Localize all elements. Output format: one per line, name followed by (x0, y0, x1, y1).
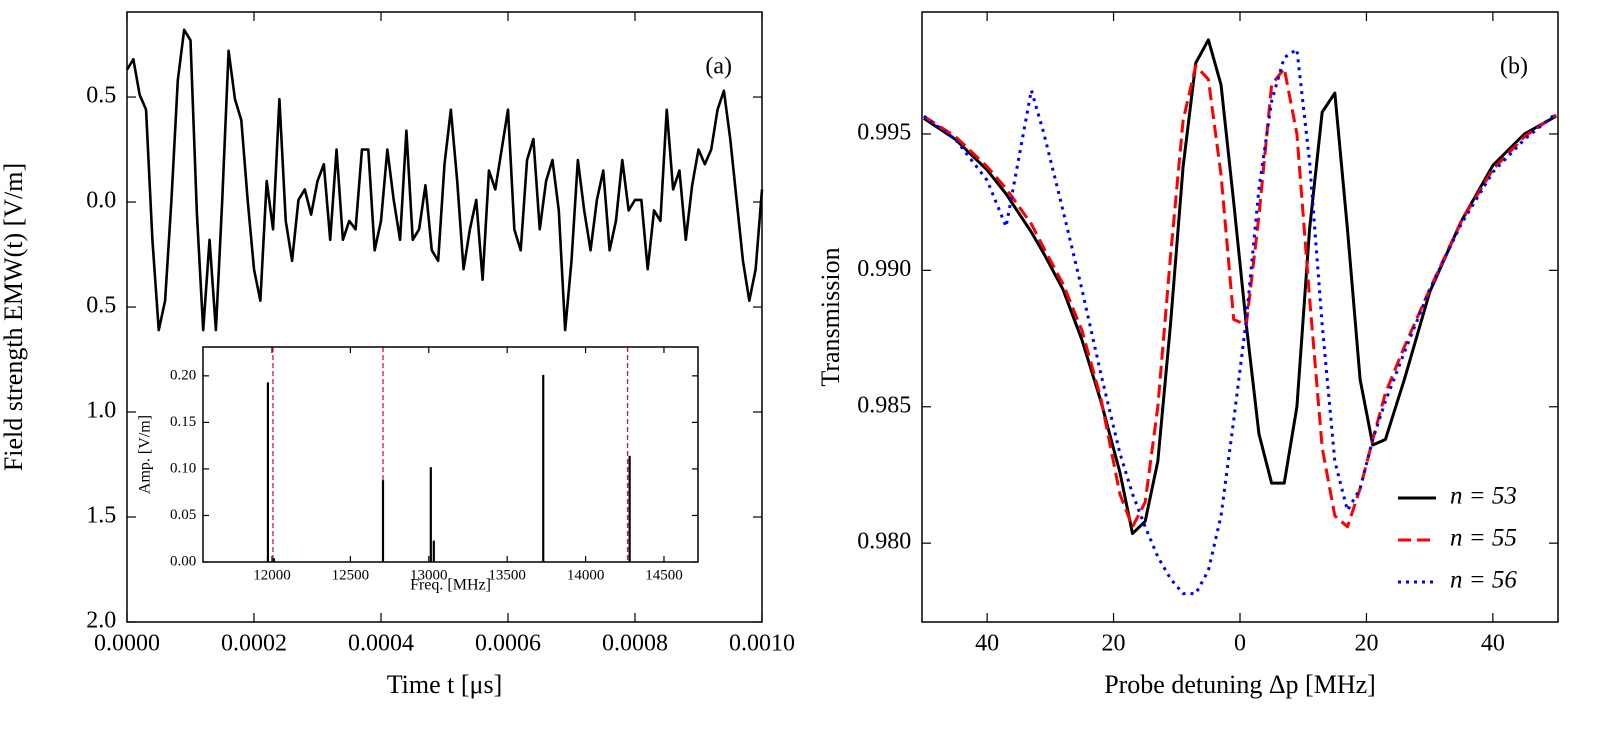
axes-frame (921, 11, 1559, 623)
x-tick-label: 20 (1354, 630, 1378, 656)
y-tick-label: 0.5 (86, 293, 116, 319)
x-tick-label: 0.0008 (602, 630, 668, 656)
x-tick-label: 14000 (567, 568, 605, 584)
x-tick-label: 40 (1481, 630, 1505, 656)
y-tick-label: 0.980 (857, 529, 911, 555)
x-tick-label: 0 (1234, 630, 1246, 656)
x-tick-label: 0.0006 (475, 630, 541, 656)
legend-label: n = 56 (1450, 567, 1517, 594)
axes-frame (202, 346, 699, 563)
y-tick-label: 0.5 (86, 83, 116, 109)
y-tick-label: 0.05 (170, 507, 196, 523)
x-tick-label: 12500 (332, 568, 370, 584)
data-line (125, 28, 764, 332)
x-axis-label: Time t [μs] (387, 670, 503, 699)
y-axis-label: Amp. [V/m] (137, 415, 154, 494)
panel-label: (a) (705, 54, 732, 80)
y-tick-label: 0.10 (170, 460, 196, 476)
panel-label: (b) (1500, 54, 1528, 80)
y-axis-label: Transmission (816, 247, 845, 386)
x-tick-label: 0.0010 (729, 630, 795, 656)
y-tick-label: 1.0 (86, 398, 116, 424)
y-tick-label: 0.990 (857, 256, 911, 282)
legend-label: n = 53 (1450, 483, 1517, 510)
x-tick-label: 13500 (488, 568, 526, 584)
x-tick-label: 13000 (410, 568, 448, 584)
data-line (923, 47, 1558, 596)
y-tick-label: 0.00 (170, 553, 196, 569)
y-tick-label: 2.0 (86, 608, 116, 634)
x-tick-label: 40 (975, 630, 999, 656)
legend-label: n = 55 (1450, 525, 1517, 552)
x-tick-label: 12000 (253, 568, 291, 584)
x-tick-label: 0.0002 (221, 630, 287, 656)
y-tick-label: 0.995 (857, 119, 911, 145)
y-tick-label: 1.5 (86, 503, 116, 529)
x-tick-label: 0.0000 (94, 630, 160, 656)
x-axis-label: Probe detuning Δp [MHz] (1104, 670, 1376, 699)
data-line (923, 64, 1557, 529)
axes-frame (126, 11, 763, 623)
x-axis-label: Freq. [MHz] (410, 577, 491, 594)
y-tick-label: 0.985 (857, 392, 911, 418)
x-tick-label: 0.0004 (348, 630, 414, 656)
x-tick-label: 14500 (645, 568, 683, 584)
data-line (923, 38, 1557, 536)
y-tick-label: 0.20 (170, 367, 196, 383)
y-tick-label: 0.0 (86, 188, 116, 214)
y-axis-label: Field strength EMW(t) [V/m] (0, 163, 28, 471)
plot-area (203, 347, 698, 562)
y-tick-label: 0.15 (170, 414, 196, 430)
x-tick-label: 20 (1102, 630, 1126, 656)
